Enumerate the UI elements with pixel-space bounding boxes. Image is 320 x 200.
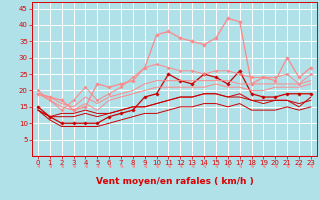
X-axis label: Vent moyen/en rafales ( km/h ): Vent moyen/en rafales ( km/h )	[96, 177, 253, 186]
